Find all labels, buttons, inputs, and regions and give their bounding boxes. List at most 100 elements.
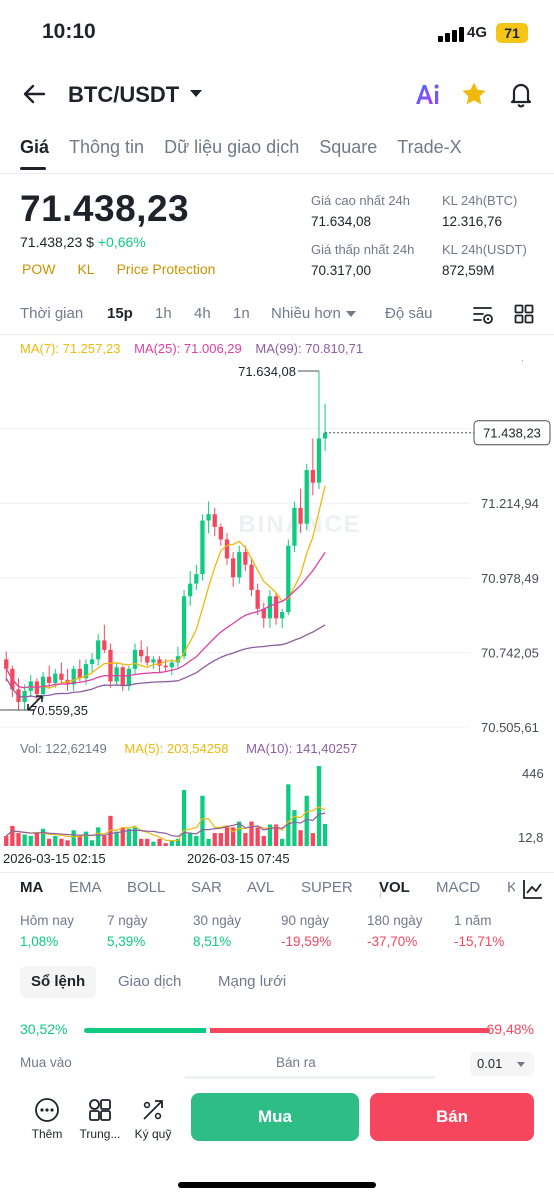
tf-more[interactable]: Nhiều hơn bbox=[271, 305, 356, 322]
orderbook-fade bbox=[185, 1076, 435, 1079]
price-change: +0,66% bbox=[97, 234, 146, 250]
divider bbox=[0, 173, 554, 174]
tf-1n[interactable]: 1n bbox=[233, 305, 250, 322]
tab-network[interactable]: Mạng lưới bbox=[218, 973, 287, 990]
perf-label: 7 ngày bbox=[107, 913, 148, 928]
more-label: Thêm bbox=[31, 1127, 63, 1141]
candle-body bbox=[22, 690, 27, 702]
price-axis-label: 71.687,82 bbox=[481, 360, 539, 362]
volume-bar bbox=[230, 827, 236, 846]
tab-trades[interactable]: Giao dịch bbox=[118, 973, 182, 990]
candle-body bbox=[169, 662, 174, 668]
sell-button[interactable]: Bán bbox=[370, 1093, 534, 1141]
stat-high-label: Giá cao nhất 24h bbox=[311, 193, 411, 208]
candle-body bbox=[138, 649, 144, 657]
volume-bar bbox=[96, 827, 101, 846]
volume-bar bbox=[138, 838, 144, 846]
perf-value: -19,59% bbox=[281, 934, 332, 949]
stat-low: Giá thấp nhất 24h 70.317,00 bbox=[311, 242, 414, 278]
volume-bar bbox=[181, 790, 187, 846]
tag-list: POW KL Price Protection bbox=[22, 261, 237, 277]
ind-ma[interactable]: MA bbox=[20, 879, 44, 896]
perf-30d: 30 ngày 8,51% bbox=[193, 913, 241, 949]
ind-avl[interactable]: AVL bbox=[247, 879, 275, 896]
ind-macd[interactable]: MACD bbox=[436, 879, 481, 896]
battery-icon: 71 bbox=[496, 23, 528, 43]
grid-layout-icon[interactable] bbox=[514, 304, 534, 324]
ind-boll[interactable]: BOLL bbox=[127, 879, 166, 896]
volume-bar bbox=[89, 840, 95, 846]
candle-body bbox=[77, 668, 82, 679]
ind-super[interactable]: SUPER bbox=[301, 879, 353, 896]
tab-price[interactable]: Giá bbox=[20, 137, 50, 170]
volume-bar bbox=[267, 824, 273, 846]
tab-order-book[interactable]: Sổ lệnh bbox=[20, 966, 97, 998]
high-marker-label: 71.634,08 bbox=[238, 364, 296, 379]
candle-body bbox=[286, 545, 291, 613]
candle-body bbox=[71, 668, 76, 685]
candle-body bbox=[243, 552, 248, 565]
ind-ema[interactable]: EMA bbox=[69, 879, 102, 896]
precision-select[interactable]: 0.01 bbox=[470, 1052, 534, 1076]
tf-4h[interactable]: 4h bbox=[194, 305, 211, 322]
volume-bar bbox=[102, 835, 107, 846]
performance-row: Hôm nay 1,08% 7 ngày 5,39% 30 ngày 8,51% 90… bbox=[20, 913, 540, 953]
chart-settings-icon[interactable] bbox=[472, 304, 494, 326]
margin-icon bbox=[143, 1100, 163, 1120]
candlestick-chart[interactable]: BINANCE71.687,8271.451,3871.214,9470.978… bbox=[0, 360, 554, 740]
tag-kl[interactable]: KL bbox=[77, 261, 95, 277]
chevron-down-icon[interactable] bbox=[190, 90, 202, 97]
center-label: Trung... bbox=[79, 1127, 121, 1141]
candle-body bbox=[114, 667, 119, 682]
indicator-chart-icon[interactable] bbox=[522, 878, 544, 900]
tf-time-label[interactable]: Thời gian bbox=[20, 305, 84, 322]
tab-trading-data[interactable]: Dữ liệu giao dịch bbox=[164, 137, 300, 157]
center-button[interactable]: Trung... bbox=[70, 1097, 130, 1141]
margin-button[interactable]: Ký quỹ bbox=[123, 1097, 183, 1141]
tf-1h[interactable]: 1h bbox=[155, 305, 172, 322]
buy-button[interactable]: Mua bbox=[191, 1093, 359, 1141]
ai-icon[interactable] bbox=[412, 80, 442, 110]
price-sub: 71.438,23 $ +0,66% bbox=[20, 234, 146, 250]
candle-body bbox=[96, 640, 101, 660]
bottom-action-bar: Thêm Trung... Ký quỹ Mua Bán bbox=[0, 1083, 554, 1200]
tag-price-protection[interactable]: Price Protection bbox=[116, 261, 216, 277]
tf-depth[interactable]: Độ sâu bbox=[385, 305, 433, 322]
sell-column-label: Bán ra bbox=[276, 1055, 316, 1070]
tag-pow[interactable]: POW bbox=[22, 261, 56, 277]
candle-body bbox=[316, 438, 322, 483]
ind-kdj[interactable]: K bbox=[507, 879, 515, 896]
header: BTC/USDT bbox=[0, 72, 554, 118]
ind-sar[interactable]: SAR bbox=[191, 879, 222, 896]
bell-icon[interactable] bbox=[508, 80, 534, 108]
volume-bar bbox=[280, 838, 285, 846]
candle-body bbox=[181, 596, 187, 657]
home-indicator bbox=[178, 1182, 376, 1188]
tab-square[interactable]: Square bbox=[319, 137, 378, 157]
volume-chart[interactable]: 446 12,8 bbox=[0, 758, 554, 850]
volume-bar bbox=[163, 843, 168, 846]
expand-icon[interactable] bbox=[27, 695, 43, 711]
pair-title[interactable]: BTC/USDT bbox=[68, 82, 180, 107]
volume-bar bbox=[194, 835, 199, 846]
volume-bar bbox=[59, 838, 64, 846]
volume-bar bbox=[292, 810, 297, 846]
tab-info[interactable]: Thông tin bbox=[69, 137, 145, 157]
tab-trade-x[interactable]: Trade-X bbox=[397, 137, 462, 157]
candle-body bbox=[280, 612, 285, 619]
star-icon[interactable] bbox=[460, 80, 488, 108]
volume-bar bbox=[132, 827, 138, 846]
stat-vol-usdt: KL 24h(USDT) 872,59M bbox=[442, 242, 527, 278]
perf-label: 180 ngày bbox=[367, 913, 423, 928]
last-price: 71.438,23 bbox=[20, 188, 190, 229]
volume-bar bbox=[77, 835, 82, 846]
perf-today: Hôm nay 1,08% bbox=[20, 913, 74, 949]
more-button[interactable]: Thêm bbox=[17, 1097, 77, 1141]
back-arrow-icon[interactable] bbox=[18, 78, 50, 110]
ind-vol[interactable]: VOL bbox=[379, 879, 410, 896]
volume-bar bbox=[249, 821, 254, 846]
tf-15p[interactable]: 15p bbox=[107, 305, 133, 322]
buy-column-label: Mua vào bbox=[20, 1055, 72, 1070]
volume-bar bbox=[255, 827, 260, 846]
volume-bar bbox=[304, 795, 309, 846]
